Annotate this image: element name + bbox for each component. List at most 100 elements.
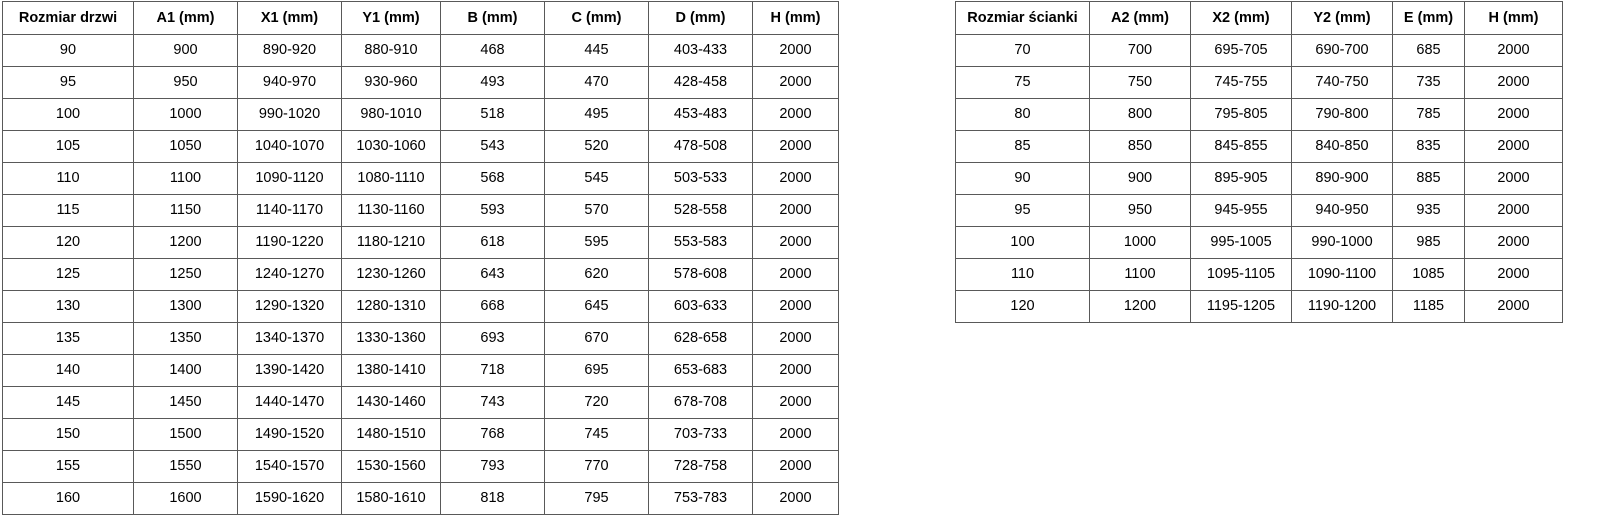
door-cell: 453-483 <box>648 98 753 131</box>
door-cell: 528-558 <box>648 194 753 227</box>
door-cell: 1580-1610 <box>341 482 441 515</box>
door-cell: 145 <box>2 386 134 419</box>
door-cell: 1280-1310 <box>341 290 441 323</box>
door-cell: 1480-1510 <box>341 418 441 451</box>
door-cell: 653-683 <box>648 354 753 387</box>
door-cell: 890-920 <box>237 34 342 67</box>
wall-cell: 2000 <box>1464 98 1563 131</box>
door-cell: 1030-1060 <box>341 130 441 163</box>
door-cell: 568 <box>440 162 545 195</box>
table-row: 130 1300 1290-1320 1280-1310 668 645 603-633 20… <box>2 290 839 323</box>
door-cell: 1180-1210 <box>341 226 441 259</box>
door-cell: 578-608 <box>648 258 753 291</box>
door-cell: 930-960 <box>341 66 441 99</box>
table-row: 110 1100 1090-1120 1080-1110 568 545 503-533 20… <box>2 162 839 195</box>
wall-cell: 685 <box>1392 34 1465 67</box>
table-row: 110 1100 1095-1105 1090-1100 1085 2000 <box>955 258 1563 291</box>
door-table-body: 90 900 890-920 880-910 468 445 403-433 2000 95 95… <box>2 34 839 515</box>
door-cell: 1590-1620 <box>237 482 342 515</box>
door-cell: 745 <box>544 418 649 451</box>
door-cell: 428-458 <box>648 66 753 99</box>
wall-cell: 1095-1105 <box>1190 258 1292 291</box>
door-cell: 570 <box>544 194 649 227</box>
wall-cell: 850 <box>1089 130 1191 163</box>
wall-cell: 2000 <box>1464 258 1563 291</box>
door-cell: 1350 <box>133 322 238 355</box>
table-row: 85 850 845-855 840-850 835 2000 <box>955 130 1563 163</box>
wall-cell: 2000 <box>1464 162 1563 195</box>
door-cell: 795 <box>544 482 649 515</box>
door-cell: 768 <box>440 418 545 451</box>
door-cell: 703-733 <box>648 418 753 451</box>
table-row: 140 1400 1390-1420 1380-1410 718 695 653-683 20… <box>2 354 839 387</box>
wall-cell: 835 <box>1392 130 1465 163</box>
wall-cell: 100 <box>955 226 1090 259</box>
door-cell: 130 <box>2 290 134 323</box>
door-cell: 1550 <box>133 450 238 483</box>
table-row: 115 1150 1140-1170 1130-1160 593 570 528-558 20… <box>2 194 839 227</box>
wall-cell: 85 <box>955 130 1090 163</box>
wall-cell: 2000 <box>1464 66 1563 99</box>
door-cell: 880-910 <box>341 34 441 67</box>
door-cell: 2000 <box>752 98 839 131</box>
wall-cell: 795-805 <box>1190 98 1292 131</box>
wall-cell: 80 <box>955 98 1090 131</box>
door-cell: 1090-1120 <box>237 162 342 195</box>
door-cell: 105 <box>2 130 134 163</box>
door-cell: 135 <box>2 322 134 355</box>
door-cell: 1430-1460 <box>341 386 441 419</box>
wall-dimensions-table: Rozmiar ścianki A2 (mm) X2 (mm) Y2 (mm) E (m… <box>955 1 1563 323</box>
wall-cell: 735 <box>1392 66 1465 99</box>
table-row: 135 1350 1340-1370 1330-1360 693 670 628-658 20… <box>2 322 839 355</box>
door-cell: 115 <box>2 194 134 227</box>
door-cell: 160 <box>2 482 134 515</box>
door-cell: 445 <box>544 34 649 67</box>
door-cell: 468 <box>440 34 545 67</box>
wall-cell: 690-700 <box>1291 34 1393 67</box>
table-row: 160 1600 1590-1620 1580-1610 818 795 753-783 20… <box>2 482 839 515</box>
wall-column-header: E (mm) <box>1392 1 1465 35</box>
wall-column-header: X2 (mm) <box>1190 1 1292 35</box>
door-cell: 520 <box>544 130 649 163</box>
door-cell: 2000 <box>752 354 839 387</box>
door-cell: 595 <box>544 226 649 259</box>
door-cell: 900 <box>133 34 238 67</box>
door-cell: 2000 <box>752 418 839 451</box>
table-row: 90 900 890-920 880-910 468 445 403-433 2000 <box>2 34 839 67</box>
wall-cell: 70 <box>955 34 1090 67</box>
table-row: 145 1450 1440-1470 1430-1460 743 720 678-708 20… <box>2 386 839 419</box>
door-cell: 1230-1260 <box>341 258 441 291</box>
door-cell: 628-658 <box>648 322 753 355</box>
door-cell: 120 <box>2 226 134 259</box>
door-cell: 693 <box>440 322 545 355</box>
door-cell: 110 <box>2 162 134 195</box>
door-cell: 1450 <box>133 386 238 419</box>
wall-cell: 945-955 <box>1190 194 1292 227</box>
door-cell: 2000 <box>752 290 839 323</box>
door-cell: 2000 <box>752 34 839 67</box>
door-cell: 150 <box>2 418 134 451</box>
wall-cell: 1200 <box>1089 290 1191 323</box>
door-cell: 678-708 <box>648 386 753 419</box>
door-cell: 100 <box>2 98 134 131</box>
door-cell: 1130-1160 <box>341 194 441 227</box>
wall-cell: 75 <box>955 66 1090 99</box>
door-cell: 2000 <box>752 322 839 355</box>
door-cell: 990-1020 <box>237 98 342 131</box>
wall-cell: 895-905 <box>1190 162 1292 195</box>
door-cell: 543 <box>440 130 545 163</box>
door-cell: 720 <box>544 386 649 419</box>
door-column-header: A1 (mm) <box>133 1 238 35</box>
door-table-header: Rozmiar drzwi A1 (mm) X1 (mm) Y1 (mm) B (mm)… <box>2 1 839 35</box>
wall-cell: 785 <box>1392 98 1465 131</box>
door-cell: 1050 <box>133 130 238 163</box>
wall-column-header: Y2 (mm) <box>1291 1 1393 35</box>
wall-cell: 2000 <box>1464 194 1563 227</box>
door-cell: 1080-1110 <box>341 162 441 195</box>
wall-cell: 995-1005 <box>1190 226 1292 259</box>
door-cell: 1540-1570 <box>237 450 342 483</box>
door-cell: 553-583 <box>648 226 753 259</box>
door-cell: 1330-1360 <box>341 322 441 355</box>
door-cell: 1440-1470 <box>237 386 342 419</box>
